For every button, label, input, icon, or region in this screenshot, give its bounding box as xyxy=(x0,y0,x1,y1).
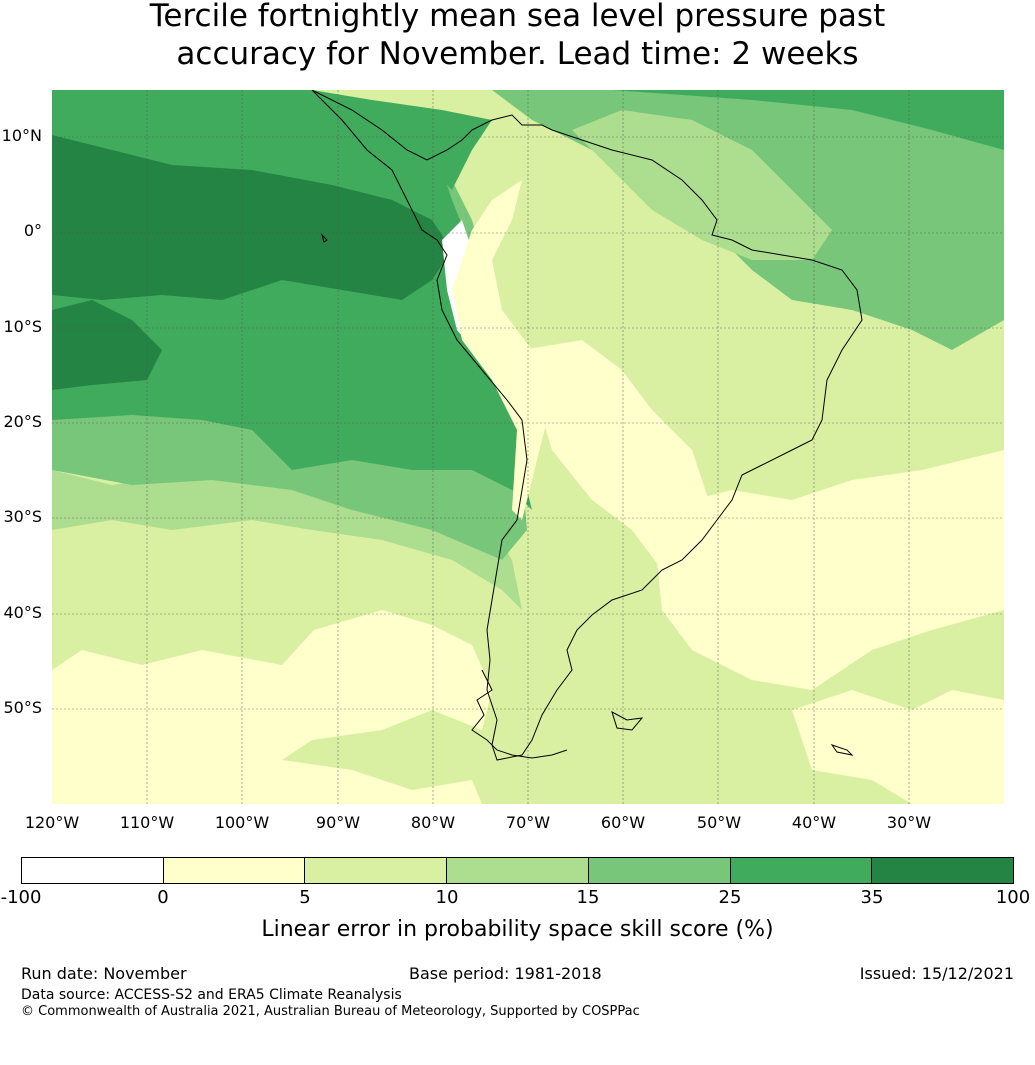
colorbar-tick: 10 xyxy=(435,887,459,908)
region-southeast-pale xyxy=(792,690,1004,804)
region-pacific-darkest xyxy=(52,135,452,300)
colorbar-segment xyxy=(730,858,873,883)
coastline-south-america xyxy=(311,90,863,761)
graticule xyxy=(52,90,1004,804)
region-atlantic-north-dark xyxy=(612,90,1004,150)
region-andes-pale xyxy=(452,180,552,520)
region-amazon-green xyxy=(572,110,832,260)
lon-label: 100°W xyxy=(214,813,270,832)
lat-label: 30°S xyxy=(3,507,42,526)
lon-label: 110°W xyxy=(119,813,175,832)
colorbar-tick: 100 xyxy=(995,887,1031,908)
lon-label: 60°W xyxy=(600,813,646,832)
colorbar-segment xyxy=(588,858,731,883)
lat-label: 50°S xyxy=(3,698,42,717)
lon-label: 70°W xyxy=(505,813,551,832)
run-date: Run date: November xyxy=(21,964,187,983)
region-pacific-darkest-2 xyxy=(52,300,162,390)
region-continent-pale xyxy=(522,340,712,570)
coastline-patagonia-islands xyxy=(320,233,854,759)
lat-label: 20°S xyxy=(3,412,42,431)
data-source: Data source: ACCESS-S2 and ERA5 Climate … xyxy=(21,987,402,1003)
colorbar-segment xyxy=(22,858,164,883)
map-canvas xyxy=(52,90,1004,804)
title-line-1: Tercile fortnightly mean sea level press… xyxy=(149,0,886,34)
lat-label: 0° xyxy=(23,221,42,240)
colorbar-segment xyxy=(163,858,306,883)
copyright: © Commonwealth of Australia 2021, Austra… xyxy=(21,1004,640,1019)
base-period: Base period: 1981-2018 xyxy=(409,964,602,983)
region-pacific-top xyxy=(52,90,492,190)
region-south-pale-2 xyxy=(52,730,482,804)
colorbar-tick: 35 xyxy=(860,887,884,908)
colorbar-segment xyxy=(447,858,589,883)
region-east-pale xyxy=(652,450,1004,690)
colorbar-segment xyxy=(872,858,1014,883)
lon-label: 90°W xyxy=(315,813,361,832)
lat-label: 40°S xyxy=(3,603,42,622)
chart-title: Tercile fortnightly mean sea level press… xyxy=(0,0,1035,73)
colorbar-segment xyxy=(305,858,448,883)
lon-label: 50°W xyxy=(696,813,742,832)
lon-label: 80°W xyxy=(410,813,456,832)
lat-label: 10°N xyxy=(1,126,42,145)
skill-map xyxy=(52,90,1004,804)
lat-label: 10°S xyxy=(3,317,42,336)
title-line-2: accuracy for November. Lead time: 2 week… xyxy=(176,36,859,72)
colorbar-tick: 5 xyxy=(299,887,311,908)
lon-label: 30°W xyxy=(886,813,932,832)
region-south-pale xyxy=(52,610,492,780)
lon-label: 120°W xyxy=(24,813,80,832)
colorbar-label: Linear error in probability space skill … xyxy=(261,917,774,942)
issued-date: Issued: 15/12/2021 xyxy=(859,964,1014,983)
colorbar-tick: 25 xyxy=(718,887,742,908)
colorbar-tick: 15 xyxy=(576,887,600,908)
colorbar-tick: -100 xyxy=(0,887,42,908)
colorbar xyxy=(21,857,1014,884)
colorbar-tick: 0 xyxy=(157,887,169,908)
lon-label: 40°W xyxy=(791,813,837,832)
